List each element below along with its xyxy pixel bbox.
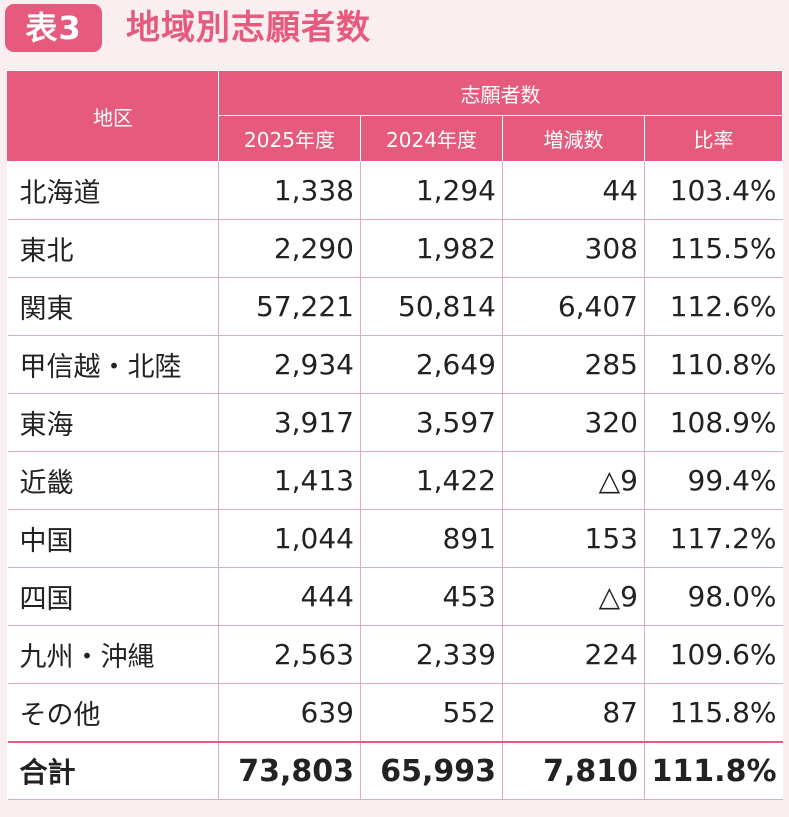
value-2025-cell: 444: [218, 567, 361, 626]
table-row: 甲信越・北陸 2,934 2,649 285 110.8%: [7, 335, 783, 394]
ratio-cell: 117.2%: [644, 509, 783, 568]
table-title: 地域別志願者数: [126, 8, 371, 48]
diff-cell: 153: [502, 509, 645, 568]
table-row: 関東 57,221 50,814 6,407 112.6%: [7, 277, 783, 336]
value-2025-cell: 2,563: [218, 625, 361, 684]
diff-cell: △9: [502, 567, 645, 626]
ratio-cell: 115.5%: [644, 219, 783, 278]
column-header-diff: 増減数: [502, 115, 645, 162]
table-row: 東海 3,917 3,597 320 108.9%: [7, 393, 783, 452]
diff-cell: 285: [502, 335, 645, 394]
ratio-cell: 110.8%: [644, 335, 783, 394]
total-label-cell: 合計: [7, 741, 219, 800]
region-cell: 東北: [7, 219, 219, 278]
value-2024-cell: 1,422: [360, 451, 503, 510]
header-row-1: 地区 志願者数: [7, 70, 783, 162]
diff-cell: 44: [502, 161, 645, 220]
table-row: 北海道 1,338 1,294 44 103.4%: [7, 161, 783, 220]
total-2025-cell: 73,803: [218, 741, 361, 800]
diff-cell: 308: [502, 219, 645, 278]
value-2025-cell: 1,413: [218, 451, 361, 510]
region-cell: 中国: [7, 509, 219, 568]
ratio-cell: 109.6%: [644, 625, 783, 684]
header-row-2: 2025年度 2024年度 増減数 比率: [8, 115, 783, 162]
ratio-cell: 103.4%: [644, 161, 783, 220]
region-cell: 近畿: [7, 451, 219, 510]
ratio-cell: 112.6%: [644, 277, 783, 336]
ratio-cell: 98.0%: [644, 567, 783, 626]
ratio-cell: 108.9%: [644, 393, 783, 452]
value-2025-cell: 1,044: [218, 509, 361, 568]
diff-cell: 87: [502, 683, 645, 743]
ratio-cell: 115.8%: [644, 683, 783, 743]
region-cell: 北海道: [7, 161, 219, 220]
total-ratio-cell: 111.8%: [644, 741, 783, 800]
title-bar: 表3 地域別志願者数: [0, 0, 789, 62]
diff-cell: 6,407: [502, 277, 645, 336]
region-cell: 甲信越・北陸: [7, 335, 219, 394]
diff-cell: 224: [502, 625, 645, 684]
value-2024-cell: 453: [360, 567, 503, 626]
region-column-header: 地区: [7, 70, 219, 162]
applicants-group-header: 志願者数: [218, 70, 783, 116]
column-header-ratio: 比率: [644, 115, 783, 162]
value-2025-cell: 639: [218, 683, 361, 743]
diff-cell: △9: [502, 451, 645, 510]
table-row: 中国 1,044 891 153 117.2%: [7, 509, 783, 568]
column-header-2024: 2024年度: [360, 115, 503, 162]
table-row: 九州・沖縄 2,563 2,339 224 109.6%: [7, 625, 783, 684]
value-2025-cell: 3,917: [218, 393, 361, 452]
value-2024-cell: 2,339: [360, 625, 503, 684]
value-2024-cell: 891: [360, 509, 503, 568]
region-cell: 東海: [7, 393, 219, 452]
value-2024-cell: 50,814: [360, 277, 503, 336]
value-2025-cell: 1,338: [218, 161, 361, 220]
value-2024-cell: 1,294: [360, 161, 503, 220]
table-number-badge: 表3: [5, 4, 102, 52]
value-2024-cell: 3,597: [360, 393, 503, 452]
table-row: 東北 2,290 1,982 308 115.5%: [7, 219, 783, 278]
region-cell: 四国: [7, 567, 219, 626]
value-2024-cell: 552: [360, 683, 503, 743]
total-2024-cell: 65,993: [360, 741, 503, 800]
diff-cell: 320: [502, 393, 645, 452]
table-row: 近畿 1,413 1,422 △9 99.4%: [7, 451, 783, 510]
total-diff-cell: 7,810: [502, 741, 645, 800]
region-cell: その他: [7, 683, 219, 743]
value-2025-cell: 2,934: [218, 335, 361, 394]
region-cell: 関東: [7, 277, 219, 336]
value-2024-cell: 1,982: [360, 219, 503, 278]
total-row: 合計 73,803 65,993 7,810 111.8%: [7, 741, 783, 800]
region-cell: 九州・沖縄: [7, 625, 219, 684]
value-2025-cell: 2,290: [218, 219, 361, 278]
applicants-by-region-table: 地区 志願者数 2025年度 2024年度 増減数 比率 北海道 1,338 1…: [7, 70, 783, 800]
ratio-cell: 99.4%: [644, 451, 783, 510]
column-header-2025: 2025年度: [218, 115, 361, 162]
table-row: 四国 444 453 △9 98.0%: [7, 567, 783, 626]
table-row: その他 639 552 87 115.8%: [7, 683, 783, 743]
value-2024-cell: 2,649: [360, 335, 503, 394]
value-2025-cell: 57,221: [218, 277, 361, 336]
